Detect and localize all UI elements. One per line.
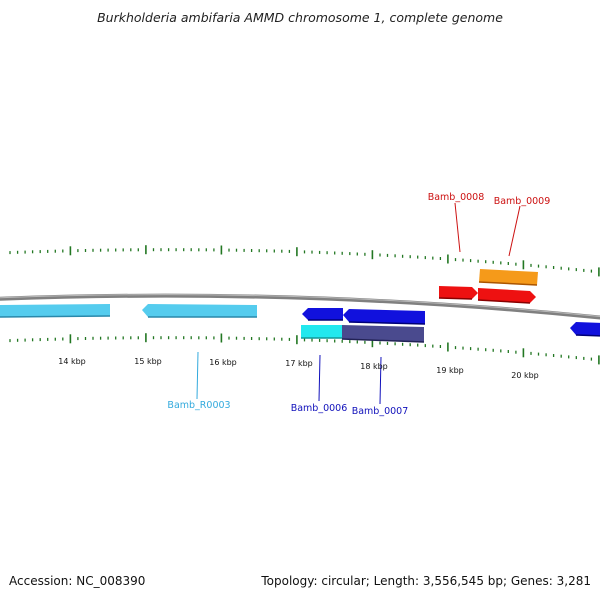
- chromosome-backbone-highlight: [0, 294, 600, 318]
- gene-feature-bamb-0009[interactable]: [477, 288, 536, 304]
- genome-summary-label: Topology: circular; Length: 3,556,545 bp…: [261, 574, 591, 588]
- gene-feature-bamb-0007-upper[interactable]: [343, 309, 426, 325]
- inner-tick-marks: [9, 333, 600, 365]
- gene-feature-bamb-0009-orange[interactable]: [478, 269, 538, 286]
- scale-label-17kbp: 17 kbp: [285, 359, 313, 368]
- gene-label-leaders: [196, 202, 521, 405]
- gene-feature-right-edge[interactable]: [570, 322, 600, 337]
- leader-bamb-r0003: [196, 351, 199, 400]
- gene-labels: Bamb_0008 Bamb_0009 Bamb_R0003 Bamb_0006…: [167, 192, 550, 417]
- gene-feature-bamb-r0003[interactable]: [142, 304, 257, 318]
- leader-bamb-0008: [454, 202, 461, 253]
- gene-feature-left-edge[interactable]: [0, 304, 111, 318]
- outer-tick-marks: [9, 245, 600, 277]
- scale-labels: 14 kbp 15 kbp 16 kbp 17 kbp 18 kbp 19 kb…: [58, 357, 539, 380]
- leader-bamb-0009: [508, 205, 521, 257]
- scale-label-19kbp: 19 kbp: [436, 366, 464, 375]
- gene-label-bamb-r0003[interactable]: Bamb_R0003: [167, 400, 230, 411]
- scale-label-16kbp: 16 kbp: [209, 358, 237, 367]
- scale-label-18kbp: 18 kbp: [360, 362, 388, 371]
- gene-feature-bamb-0006-lower[interactable]: [301, 325, 342, 339]
- scale-label-14kbp: 14 kbp: [58, 357, 86, 366]
- gene-label-bamb-0007[interactable]: Bamb_0007: [352, 406, 409, 417]
- map-title: Burkholderia ambifaria AMMD chromosome 1…: [97, 10, 503, 25]
- gene-label-bamb-0009[interactable]: Bamb_0009: [494, 196, 551, 207]
- gene-feature-bamb-0008[interactable]: [438, 286, 478, 300]
- gene-label-bamb-0006[interactable]: Bamb_0006: [291, 403, 348, 414]
- accession-label: Accession: NC_008390: [9, 574, 146, 588]
- scale-label-15kbp: 15 kbp: [134, 357, 162, 366]
- leader-bamb-0006: [318, 354, 321, 402]
- gene-label-bamb-0008[interactable]: Bamb_0008: [428, 192, 485, 203]
- gene-feature-bamb-0006-upper[interactable]: [302, 308, 343, 321]
- gene-feature-bamb-0007-lower[interactable]: [341, 325, 425, 343]
- gene-features: [0, 269, 600, 343]
- scale-label-20kbp: 20 kbp: [511, 371, 539, 380]
- chromosome-backbone: [0, 293, 600, 320]
- leader-bamb-0007: [379, 356, 382, 405]
